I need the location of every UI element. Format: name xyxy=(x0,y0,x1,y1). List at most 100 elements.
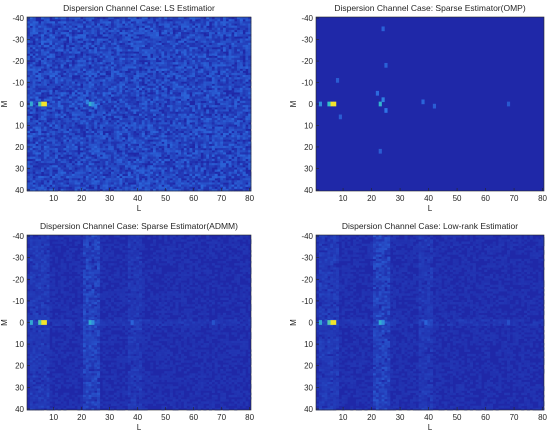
heatmap-cell xyxy=(97,57,101,61)
heatmap-cell xyxy=(147,47,151,50)
heatmap-cell xyxy=(186,81,190,84)
heatmap-cell xyxy=(133,17,137,20)
heatmap-cell xyxy=(153,175,157,179)
heatmap-cell xyxy=(150,152,154,155)
heatmap-cell xyxy=(116,135,120,138)
heatmap-cell xyxy=(66,34,70,37)
heatmap-cell xyxy=(108,180,112,183)
heatmap-cell xyxy=(214,94,218,97)
heatmap-cell xyxy=(116,98,120,102)
heatmap-cell xyxy=(158,139,162,142)
heatmap-cell xyxy=(197,87,201,91)
heatmap-cell xyxy=(164,55,168,59)
heatmap-cell xyxy=(141,70,145,74)
heatmap-cell xyxy=(55,96,59,99)
heatmap-cell xyxy=(200,75,204,78)
heatmap-cell xyxy=(195,137,199,140)
heatmap-cell xyxy=(63,158,67,162)
heatmap-cell xyxy=(38,152,42,155)
heatmap-cell xyxy=(150,42,154,46)
heatmap-cell xyxy=(220,105,224,108)
heatmap-cell xyxy=(186,42,190,46)
heatmap-cell xyxy=(74,49,78,52)
heatmap-cell xyxy=(183,55,187,59)
heatmap-cell xyxy=(99,72,103,76)
heatmap-cell xyxy=(91,29,95,33)
heatmap-cell xyxy=(153,38,157,41)
heatmap-cell xyxy=(178,62,182,65)
heatmap-cell xyxy=(186,53,190,56)
heatmap-cell xyxy=(38,145,42,149)
heatmap-cell xyxy=(41,42,45,46)
heatmap-cell xyxy=(200,25,204,29)
heatmap-cell xyxy=(74,100,78,104)
heatmap-cell xyxy=(206,145,210,149)
heatmap-cell xyxy=(83,126,87,130)
heatmap-cell xyxy=(80,36,84,39)
heatmap-cell xyxy=(172,173,176,177)
heatmap-cell xyxy=(141,17,145,20)
heatmap-cell xyxy=(105,57,109,61)
heatmap-cell xyxy=(55,34,59,37)
heatmap-cell xyxy=(147,148,151,151)
heatmap-cell xyxy=(161,135,165,138)
heatmap-cell xyxy=(155,98,159,102)
heatmap-cell xyxy=(206,130,210,134)
heatmap-cell xyxy=(130,29,134,33)
heatmap-cell xyxy=(83,141,87,145)
heatmap-cell xyxy=(49,25,53,29)
heatmap-cell xyxy=(43,115,47,119)
heatmap-cell xyxy=(55,44,59,48)
heatmap-cell xyxy=(147,175,151,179)
heatmap-cell xyxy=(116,171,120,175)
heatmap-cell xyxy=(203,25,207,29)
heatmap-cell xyxy=(91,141,95,145)
heatmap-cell xyxy=(43,163,47,166)
heatmap-cell xyxy=(57,40,61,44)
heatmap-cell xyxy=(122,167,126,170)
heatmap-cell xyxy=(55,100,59,104)
heatmap-cell xyxy=(49,169,53,172)
heatmap-cell xyxy=(27,72,31,76)
heatmap-cell xyxy=(113,171,117,175)
heatmap-cell xyxy=(97,107,101,110)
heatmap-cell xyxy=(41,135,45,138)
heatmap-cell xyxy=(183,109,187,112)
heatmap-cell xyxy=(150,59,154,63)
heatmap-cell xyxy=(164,152,168,155)
heatmap-cell xyxy=(85,107,89,110)
heatmap-cell xyxy=(141,143,145,147)
heatmap-cell xyxy=(217,68,221,72)
heatmap-cell xyxy=(175,98,179,102)
heatmap-cell xyxy=(133,57,137,61)
heatmap-cell xyxy=(57,62,61,65)
heatmap-cell xyxy=(43,120,47,123)
heatmap-cell xyxy=(161,117,165,121)
heatmap-cell xyxy=(161,158,165,162)
heatmap-cell xyxy=(55,40,59,44)
heatmap-cell xyxy=(49,29,53,33)
heatmap-cell xyxy=(57,47,61,50)
heatmap-cell xyxy=(99,163,103,166)
heatmap-cell xyxy=(35,40,39,44)
heatmap-cell xyxy=(29,184,33,188)
heatmap-cell xyxy=(57,113,61,117)
heatmap-cell xyxy=(167,57,171,61)
heatmap-cell xyxy=(38,135,42,138)
heatmap-cell xyxy=(113,55,117,59)
heatmap-cell xyxy=(125,124,129,127)
heatmap-cell xyxy=(91,182,95,185)
heatmap-cell xyxy=(55,62,59,65)
heatmap-cell xyxy=(122,17,126,20)
heatmap-cell xyxy=(195,29,199,33)
heatmap-cell xyxy=(38,143,42,147)
heatmap-cell xyxy=(139,98,143,102)
heatmap-cell xyxy=(178,44,182,48)
heatmap-cell xyxy=(175,145,179,149)
heatmap-cell xyxy=(195,87,199,91)
heatmap-cell xyxy=(178,19,182,22)
heatmap-cell xyxy=(55,154,59,157)
heatmap-cell xyxy=(57,169,61,172)
heatmap-cell xyxy=(127,133,131,136)
heatmap-cell xyxy=(206,117,210,121)
